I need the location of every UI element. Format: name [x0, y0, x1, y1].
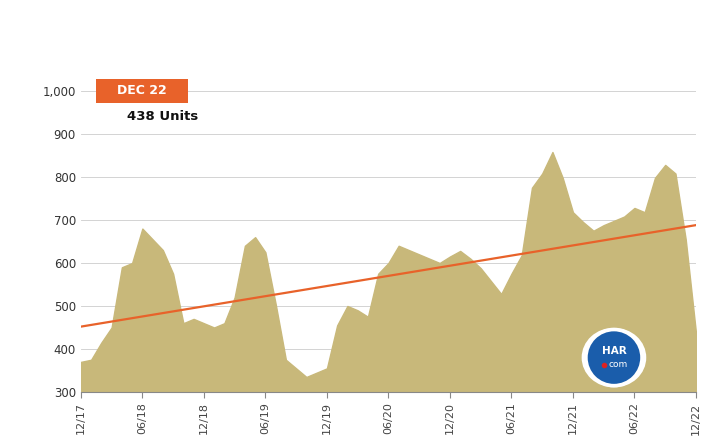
- FancyBboxPatch shape: [96, 79, 188, 103]
- Text: com: com: [609, 360, 628, 369]
- Text: 438 Units: 438 Units: [127, 110, 198, 123]
- Text: SALES: SALES: [431, 27, 503, 47]
- Ellipse shape: [586, 330, 642, 386]
- Text: TOWNHOUSE | CONDOMINIUM: TOWNHOUSE | CONDOMINIUM: [24, 26, 376, 47]
- Text: DEC 22: DEC 22: [117, 84, 167, 97]
- Text: HAR: HAR: [602, 345, 626, 356]
